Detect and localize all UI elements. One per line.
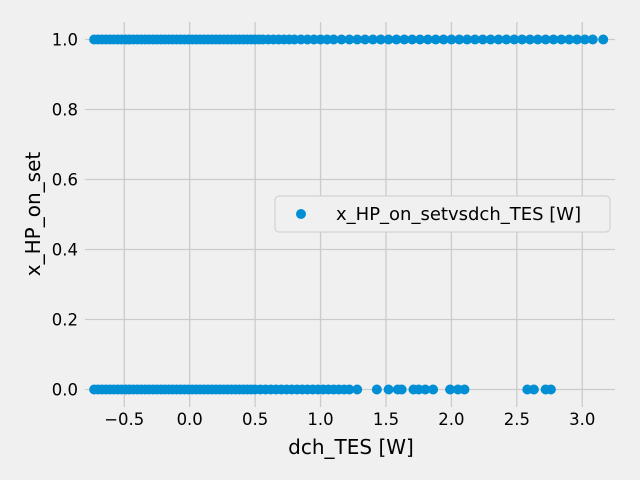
legend-box — [274, 195, 611, 233]
x-tick-label: 2.0 — [438, 410, 464, 429]
scatter-point — [493, 34, 504, 45]
y-tick-labels: 0.0 0.2 0.4 0.6 0.8 1.0 — [52, 31, 78, 400]
scatter-point — [446, 34, 457, 45]
scatter-point — [344, 34, 355, 45]
scatter-point — [428, 384, 439, 395]
y-tick-label: 1.0 — [52, 31, 78, 50]
scatter-point — [407, 34, 418, 45]
scatter-point — [352, 34, 363, 45]
scatter-point — [344, 384, 355, 395]
scatter-point — [383, 34, 394, 45]
y-tick-label: 0.4 — [52, 241, 78, 260]
x-tick-label: 0.0 — [177, 410, 203, 429]
scatter-points — [89, 34, 609, 395]
x-tick-labels: −0.5 0.0 0.5 1.0 1.5 2.0 2.5 3.0 — [104, 410, 595, 429]
scatter-point — [548, 34, 559, 45]
scatter-point — [420, 384, 431, 395]
scatter-point — [517, 34, 528, 45]
x-tick-label: 1.5 — [373, 410, 399, 429]
legend: x_HP_on_setvsdch_TES [W] — [274, 195, 611, 233]
y-tick-label: 0.6 — [52, 171, 78, 190]
x-tick-label: 2.5 — [504, 410, 530, 429]
scatter-point — [579, 34, 590, 45]
y-tick-label: 0.8 — [52, 101, 78, 120]
x-tick-label: −0.5 — [104, 410, 144, 429]
x-axis-label: dch_TES [W] — [288, 435, 414, 459]
scatter-point — [352, 384, 363, 395]
x-tick-label: 1.0 — [307, 410, 333, 429]
scatter-point — [430, 34, 441, 45]
scatter-point — [375, 34, 386, 45]
scatter-point — [454, 34, 465, 45]
scatter-point — [572, 34, 583, 45]
scatter-point — [399, 34, 410, 45]
scatter-point — [598, 34, 609, 45]
scatter-point — [360, 34, 371, 45]
scatter-point — [485, 34, 496, 45]
scatter-point — [532, 34, 543, 45]
scatter-point — [391, 34, 402, 45]
x-tick-label: 0.5 — [242, 410, 268, 429]
scatter-point — [415, 34, 426, 45]
scatter-point — [462, 34, 473, 45]
scatter-point — [587, 34, 598, 45]
scatter-point — [445, 384, 456, 395]
scatter-point — [336, 34, 347, 45]
scatter-point — [501, 34, 512, 45]
scatter-point — [383, 384, 394, 395]
scatter-point — [528, 384, 539, 395]
scatter-point — [545, 384, 556, 395]
scatter-point — [459, 384, 470, 395]
scatter-point — [540, 34, 551, 45]
x-tick-label: 3.0 — [569, 410, 595, 429]
scatter-point — [477, 34, 488, 45]
y-tick-label: 0.0 — [52, 381, 78, 400]
scatter-point — [367, 34, 378, 45]
scatter-point — [524, 34, 535, 45]
scatter-point — [371, 384, 382, 395]
scatter-point — [422, 34, 433, 45]
scatter-point — [438, 34, 449, 45]
scatter-point — [556, 34, 567, 45]
legend-label: x_HP_on_setvsdch_TES [W] — [336, 204, 581, 225]
scatter-point — [469, 34, 480, 45]
scatter-point — [564, 34, 575, 45]
y-axis-label: x_HP_on_set — [21, 152, 45, 277]
scatter-point — [328, 34, 339, 45]
y-tick-label: 0.2 — [52, 311, 78, 330]
scatter-point — [509, 34, 520, 45]
legend-marker — [296, 209, 306, 219]
scatter-point — [396, 384, 407, 395]
